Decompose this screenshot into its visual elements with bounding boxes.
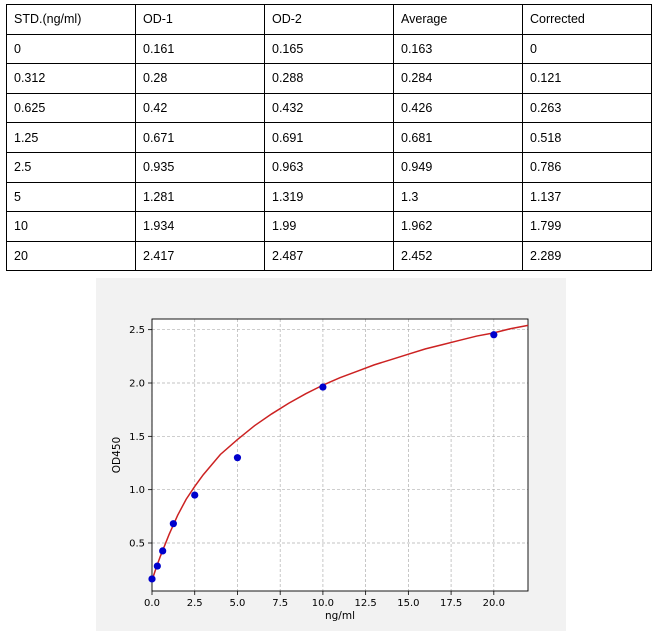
table-row: 0.625 0.42 0.432 0.426 0.263 [6,92,652,124]
table-row: 1.25 0.671 0.691 0.681 0.518 [6,122,652,153]
table-cell: 2.417 [135,240,265,272]
table-cell: 0.691 [264,122,394,153]
header-std: STD.(ng/ml) [6,4,136,35]
x-tick-label: 7.5 [272,598,288,609]
table-cell: 0.165 [264,33,394,65]
table-cell: 1.319 [264,181,394,213]
table-cell: 0.671 [135,122,265,153]
table-cell: 0.121 [522,63,652,94]
x-tick-label: 12.5 [355,598,377,609]
table-cell: 1.281 [135,181,265,213]
table-cell: 0.625 [6,92,136,124]
data-point [153,562,161,570]
x-tick-label: 15.0 [397,598,419,609]
x-tick-label: 5.0 [230,598,246,609]
header-od2: OD-2 [264,4,394,35]
data-point [148,575,156,583]
header-average: Average [393,4,523,35]
table-cell: 0.935 [135,151,265,183]
header-corrected: Corrected [522,4,652,35]
table-cell: 0.518 [522,122,652,153]
x-axis-label: ng/ml [325,610,355,622]
standards-table: STD.(ng/ml) OD-1 OD-2 Average Corrected … [6,4,652,272]
data-point [319,383,327,391]
table-cell: 1.3 [393,181,523,213]
table-row: 0 0.161 0.165 0.163 0 [6,33,652,65]
data-point [191,491,199,499]
table-cell: 1.934 [135,211,265,242]
table-cell: 2.452 [393,240,523,272]
x-tick-label: 2.5 [187,598,203,609]
table-cell: 0.28 [135,63,265,94]
y-tick-label: 1.0 [129,485,145,496]
table-row: 2.5 0.935 0.963 0.949 0.786 [6,151,652,183]
table-cell: 0 [522,33,652,65]
plot-area [152,319,528,591]
table-cell: 0.786 [522,151,652,183]
table-cell: 0 [6,33,136,65]
data-point [490,331,498,339]
table-row: 5 1.281 1.319 1.3 1.137 [6,181,652,213]
table-cell: 2.289 [522,240,652,272]
table-row: 20 2.417 2.487 2.452 2.289 [6,240,652,272]
table-cell: 20 [6,240,136,272]
table-cell: 0.681 [393,122,523,153]
table-cell: 0.288 [264,63,394,94]
table-cell: 1.99 [264,211,394,242]
plot-frame [151,318,529,592]
table-cell: 0.42 [135,92,265,124]
y-tick-label: 1.5 [129,432,145,443]
y-axis-label: OD450 [111,437,123,473]
table-cell: 10 [6,211,136,242]
header-od1: OD-1 [135,4,265,35]
table-cell: 0.426 [393,92,523,124]
y-tick-label: 0.5 [129,539,145,550]
table-cell: 1.137 [522,181,652,213]
y-tick-label: 2.0 [129,379,145,390]
table-cell: 0.949 [393,151,523,183]
x-tick-label: 17.5 [440,598,462,609]
table-cell: 1.25 [6,122,136,153]
standard-curve-chart: 0.0 2.5 5.0 7.5 10.0 12.5 15.0 17.5 20.0 0.5 1.0 1.… [111,318,529,622]
y-tick-label: 2.5 [129,325,145,336]
data-point [169,520,177,528]
x-tick-label: 10.0 [312,598,334,609]
x-tick-label: 20.0 [483,598,505,609]
table-row: 0.312 0.28 0.288 0.284 0.121 [6,63,652,94]
table-cell: 0.284 [393,63,523,94]
table-cell: 2.5 [6,151,136,183]
table-cell: 0.963 [264,151,394,183]
table-cell: 1.799 [522,211,652,242]
table-cell: 2.487 [264,240,394,272]
fit-curve-line [151,324,529,581]
table-row: 10 1.934 1.99 1.962 1.799 [6,211,652,242]
table-cell: 0.161 [135,33,265,65]
table-body: 0 0.161 0.165 0.163 0 0.312 0.28 0.288 0.284 0.12… [6,33,652,272]
table-cell: 1.962 [393,211,523,242]
table-cell: 5 [6,181,136,213]
table-cell: 0.263 [522,92,652,124]
table-header-row: STD.(ng/ml) OD-1 OD-2 Average Corrected [6,4,652,35]
data-point [233,454,242,462]
table-cell: 0.163 [393,33,523,65]
table-cell: 0.432 [264,92,394,124]
table-cell: 0.312 [6,63,136,94]
data-point [159,547,167,555]
x-tick-label: 0.0 [144,598,160,609]
